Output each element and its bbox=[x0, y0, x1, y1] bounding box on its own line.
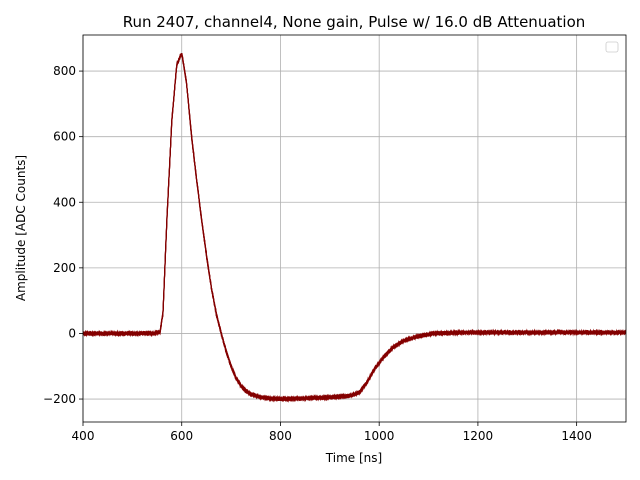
x-tick-label: 1000 bbox=[364, 429, 395, 443]
y-tick-label: 800 bbox=[53, 64, 76, 78]
y-axis-label: Amplitude [ADC Counts] bbox=[14, 155, 28, 301]
plot-frame bbox=[82, 34, 627, 423]
x-tick-label: 600 bbox=[170, 429, 193, 443]
series-trace bbox=[83, 52, 626, 403]
y-tick-label: −200 bbox=[43, 392, 76, 406]
y-tick-label: 400 bbox=[53, 195, 76, 209]
tick-layer: 400 600 800 1000 1200 1400 −200 0 200 400 600 800 bbox=[43, 64, 592, 443]
x-tick-label: 1400 bbox=[561, 429, 592, 443]
x-tick-label: 800 bbox=[269, 429, 292, 443]
series-trace bbox=[83, 53, 626, 403]
y-tick-label: 200 bbox=[53, 261, 76, 275]
x-tick-label: 1200 bbox=[463, 429, 494, 443]
chart-title: Run 2407, channel4, None gain, Pulse w/ … bbox=[123, 13, 586, 31]
series-trace bbox=[83, 53, 626, 403]
series-trace bbox=[83, 53, 626, 403]
series-trace bbox=[83, 53, 626, 402]
y-tick-label: 0 bbox=[68, 326, 76, 340]
legend-box bbox=[605, 41, 619, 53]
y-tick-label: 600 bbox=[53, 130, 76, 144]
x-axis-label: Time [ns] bbox=[325, 451, 382, 465]
grid-layer bbox=[82, 35, 626, 422]
series-trace bbox=[83, 53, 626, 403]
x-tick-label: 400 bbox=[72, 429, 95, 443]
data-layer bbox=[83, 52, 626, 403]
